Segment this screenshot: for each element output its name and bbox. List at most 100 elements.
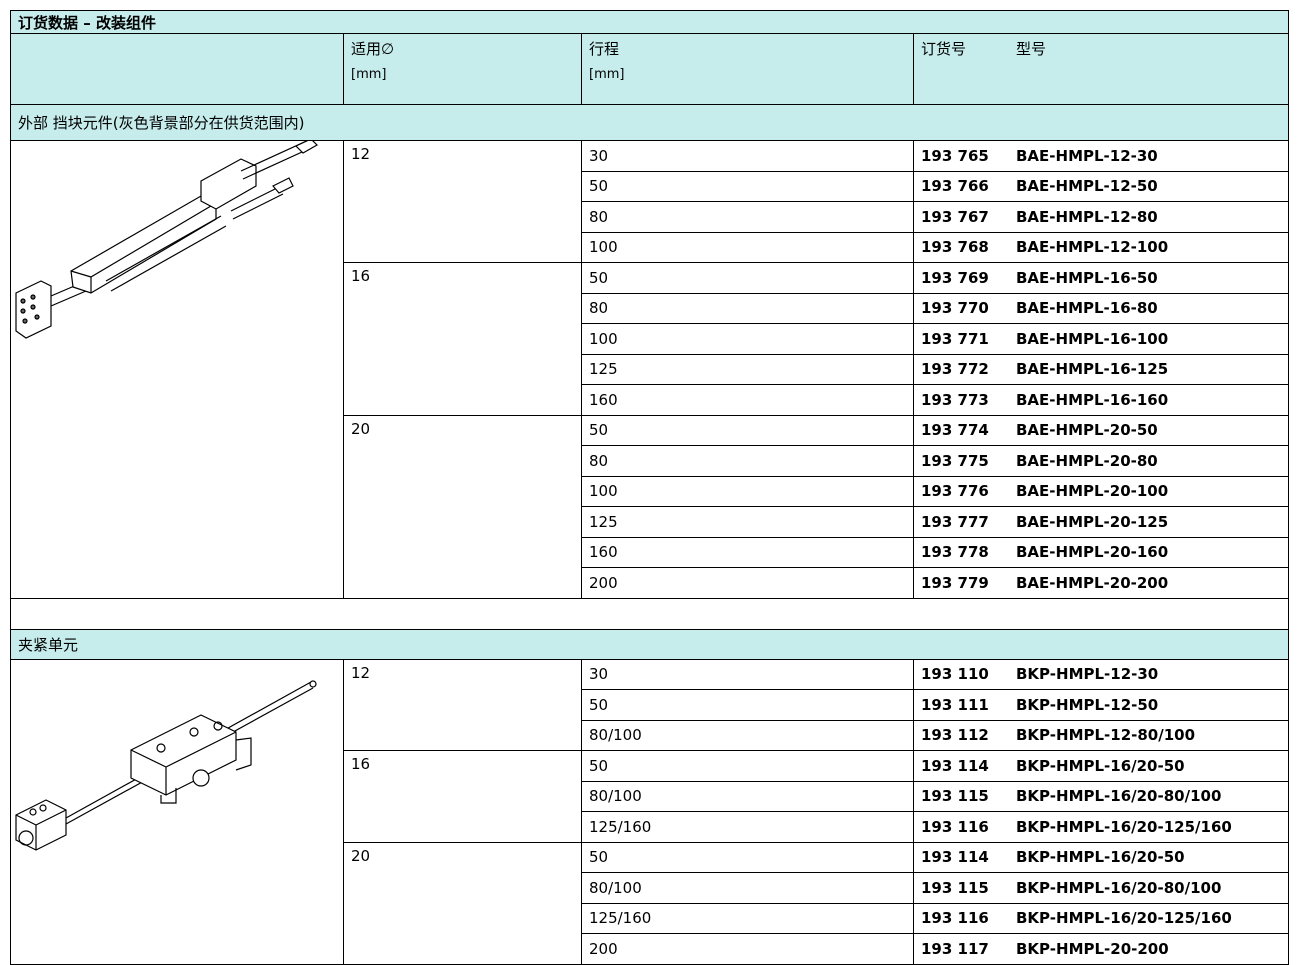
data-row: 20 50 193 774 BAE-HMPL-20-50 <box>11 414 1290 599</box>
order-cell: 193 776 BAE-HMPL-20-100 <box>912 475 1290 507</box>
type-code: BKP-HMPL-16/20-50 <box>1016 848 1185 867</box>
section-title: 夹紧单元 <box>9 628 1290 660</box>
diameter-cell: 16 <box>343 750 582 843</box>
part-number: 193 768 <box>921 238 989 257</box>
part-number: 193 116 <box>921 817 989 836</box>
stroke-cell: 80/100 <box>581 780 914 812</box>
data-row: 12 30 193 110 BKP-HMPL-12-30 <box>10 658 1290 965</box>
order-cell: 193 117 BKP-HMPL-20-200 <box>912 933 1290 965</box>
order-cell: 193 774 BAE-HMPL-20-50 <box>912 414 1290 446</box>
stroke-cell: 200 <box>581 567 914 599</box>
header-empty <box>10 33 344 105</box>
type-code: BKP-HMPL-16/20-125/160 <box>1016 817 1232 836</box>
data-row: 160 193 778 BAE-HMPL-20-160 <box>11 536 1290 568</box>
blank-cell <box>9 597 1290 630</box>
type-code: BAE-HMPL-16-100 <box>1016 329 1169 348</box>
header-label: 行程 <box>589 40 620 58</box>
part-number: 193 772 <box>921 360 989 379</box>
stroke-cell: 100 <box>581 323 914 355</box>
data-row: 80 193 767 BAE-HMPL-12-80 <box>11 201 1290 233</box>
data-row: 50 193 111 BKP-HMPL-12-50 <box>11 689 1290 721</box>
type-code: BAE-HMPL-12-80 <box>1016 207 1158 226</box>
stroke-cell: 80/100 <box>581 719 914 751</box>
part-number: 193 765 <box>921 146 989 165</box>
type-code: BAE-HMPL-20-50 <box>1016 421 1158 440</box>
order-cell: 193 775 BAE-HMPL-20-80 <box>912 445 1290 477</box>
title-row: 订货数据 – 改装组件 <box>9 10 1290 34</box>
stroke-cell: 100 <box>581 231 914 263</box>
type-code: BKP-HMPL-12-30 <box>1016 665 1159 684</box>
part-number: 193 773 <box>921 390 989 409</box>
stroke-cell: 200 <box>581 933 914 965</box>
header-order: 订货号 型号 <box>912 33 1290 105</box>
order-cell: 193 770 BAE-HMPL-16-80 <box>912 292 1290 324</box>
part-number: 193 114 <box>921 756 989 775</box>
part-number: 193 774 <box>921 421 989 440</box>
data-row: 16 50 193 769 BAE-HMPL-16-50 <box>11 262 1290 416</box>
diameter-cell: 16 <box>343 262 582 416</box>
diameter-cell: 20 <box>343 414 582 599</box>
diameter-cell: 20 <box>343 841 582 965</box>
stroke-cell: 125 <box>581 353 914 385</box>
part-number: 193 778 <box>921 543 989 562</box>
type-code: BAE-HMPL-12-100 <box>1016 238 1169 257</box>
type-code: BAE-HMPL-20-125 <box>1016 512 1169 531</box>
header-label: 订货号 <box>921 40 967 58</box>
type-code: BAE-HMPL-20-100 <box>1016 482 1169 501</box>
order-cell: 193 110 BKP-HMPL-12-30 <box>912 658 1290 690</box>
header-label: 适用∅ <box>351 40 395 58</box>
section-row: 夹紧单元 <box>9 628 1290 660</box>
data-row: 200 193 117 BKP-HMPL-20-200 <box>11 933 1290 965</box>
part-number: 193 775 <box>921 451 989 470</box>
order-cell: 193 779 BAE-HMPL-20-200 <box>912 567 1290 599</box>
type-code: BAE-HMPL-16-50 <box>1016 268 1158 287</box>
stroke-cell: 30 <box>581 658 914 690</box>
type-code: BKP-HMPL-16/20-80/100 <box>1016 787 1222 806</box>
type-code: BKP-HMPL-16/20-50 <box>1016 756 1185 775</box>
section-title: 外部 挡块元件(灰色背景部分在供货范围内) <box>9 104 1290 141</box>
diameter-cell: 12 <box>343 658 582 751</box>
data-row: 125/160 193 116 BKP-HMPL-16/20-125/160 <box>11 902 1290 934</box>
part-number: 193 777 <box>921 512 989 531</box>
stroke-cell: 100 <box>581 475 914 507</box>
data-row: 80 193 770 BAE-HMPL-16-80 <box>11 292 1290 324</box>
section-row: 外部 挡块元件(灰色背景部分在供货范围内) <box>9 104 1290 141</box>
stroke-cell: 50 <box>581 841 914 873</box>
stroke-cell: 80 <box>581 201 914 233</box>
part-number: 193 114 <box>921 848 989 867</box>
part-number: 193 776 <box>921 482 989 501</box>
type-code: BKP-HMPL-16/20-80/100 <box>1016 878 1222 897</box>
blank-row <box>9 597 1290 630</box>
type-code: BAE-HMPL-16-80 <box>1016 299 1158 318</box>
data-row: 80 193 775 BAE-HMPL-20-80 <box>11 445 1290 477</box>
data-row: 16 50 193 114 BKP-HMPL-16/20-50 <box>11 750 1290 843</box>
data-row: 100 193 776 BAE-HMPL-20-100 <box>11 475 1290 507</box>
stroke-cell: 125/160 <box>581 902 914 934</box>
header-stroke: 行程 [mm] <box>581 33 914 105</box>
stroke-cell: 30 <box>581 140 914 172</box>
stroke-cell: 50 <box>581 689 914 721</box>
data-row: 200 193 779 BAE-HMPL-20-200 <box>11 567 1290 599</box>
type-code: BAE-HMPL-20-80 <box>1016 451 1158 470</box>
part-number: 193 112 <box>921 726 989 745</box>
order-cell: 193 768 BAE-HMPL-12-100 <box>912 231 1290 263</box>
type-code: BAE-HMPL-12-50 <box>1016 177 1158 196</box>
order-cell: 193 766 BAE-HMPL-12-50 <box>912 170 1290 202</box>
part-number: 193 111 <box>921 695 989 714</box>
order-cell: 193 771 BAE-HMPL-16-100 <box>912 323 1290 355</box>
table-title: 订货数据 – 改装组件 <box>9 10 1290 34</box>
part-number: 193 769 <box>921 268 989 287</box>
type-code: BAE-HMPL-16-125 <box>1016 360 1169 379</box>
order-cell: 193 772 BAE-HMPL-16-125 <box>912 353 1290 385</box>
stroke-cell: 125 <box>581 506 914 538</box>
data-row: 80/100 193 115 BKP-HMPL-16/20-80/100 <box>11 780 1290 812</box>
stroke-cell: 125/160 <box>581 811 914 843</box>
type-code: BAE-HMPL-12-30 <box>1016 146 1158 165</box>
stroke-cell: 160 <box>581 536 914 568</box>
table-body: 订货数据 – 改装组件 适用∅ [mm] 行程 [mm] 订货号 型号 外部 挡块元件… <box>9 10 1290 965</box>
image-cell <box>10 140 344 599</box>
type-code: BKP-HMPL-20-200 <box>1016 939 1169 958</box>
header-label: 型号 <box>1016 40 1047 58</box>
order-cell: 193 778 BAE-HMPL-20-160 <box>912 536 1290 568</box>
